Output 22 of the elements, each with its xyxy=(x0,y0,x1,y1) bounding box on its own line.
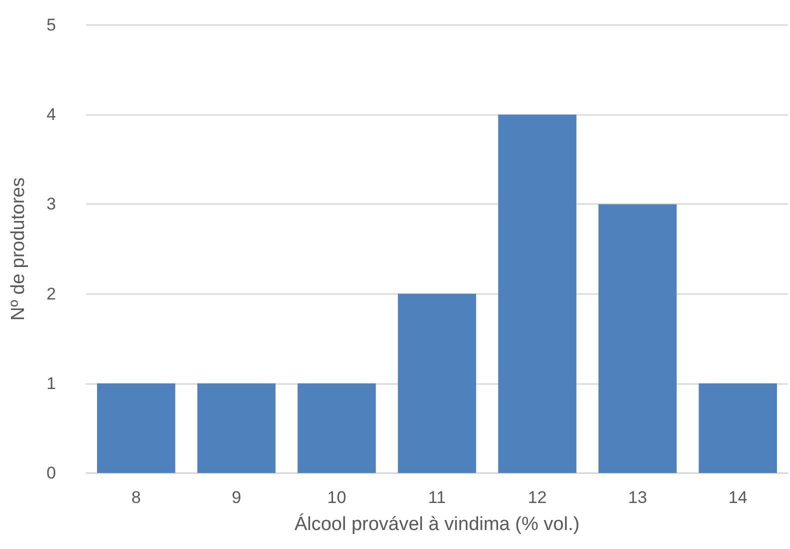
x-tick-label: 12 xyxy=(528,488,547,507)
bar xyxy=(97,383,176,473)
x-tick-label: 13 xyxy=(628,488,648,507)
bar xyxy=(197,383,276,473)
bar xyxy=(498,114,576,473)
bar xyxy=(398,294,476,473)
y-tick-label: 2 xyxy=(46,284,56,304)
x-tick-label: 10 xyxy=(327,488,346,507)
bar xyxy=(598,204,677,473)
x-axis-title: Álcool provável à vindima (% vol.) xyxy=(294,513,580,535)
y-tick-label: 3 xyxy=(46,194,56,214)
y-tick-label: 4 xyxy=(46,105,56,124)
x-tick-label: 9 xyxy=(232,488,242,507)
bar xyxy=(298,383,376,473)
x-tick-label: 14 xyxy=(728,488,748,507)
x-tick-label: 11 xyxy=(428,488,446,507)
y-tick-label: 5 xyxy=(46,16,56,34)
bar xyxy=(698,383,777,473)
y-tick-label: 0 xyxy=(46,464,56,482)
x-tick-label: 8 xyxy=(131,488,141,507)
y-axis-title: Nº de produtores xyxy=(8,177,29,321)
y-tick-label: 1 xyxy=(46,374,56,393)
